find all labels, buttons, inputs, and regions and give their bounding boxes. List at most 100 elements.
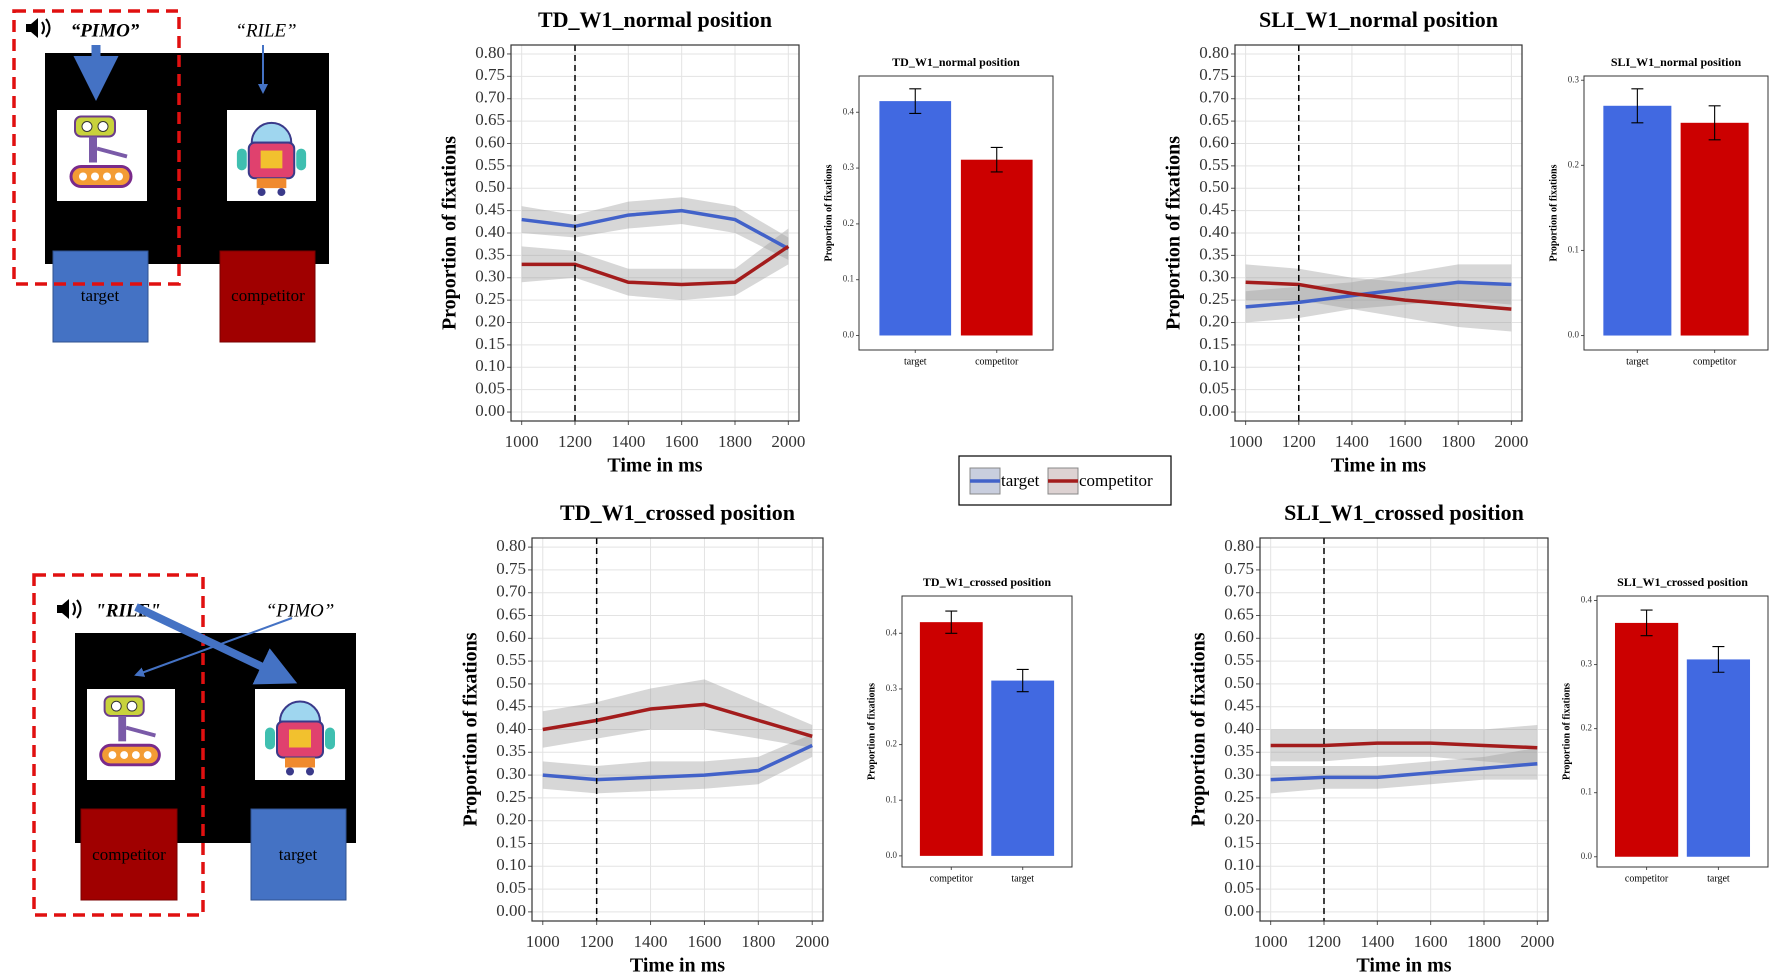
y-tick-label: 0.00 <box>1199 401 1229 420</box>
y-tick-label: 0.45 <box>1199 200 1229 219</box>
arrow <box>134 617 293 677</box>
x-tick-label: 1000 <box>1229 432 1263 451</box>
bar <box>879 101 952 336</box>
x-tick-label: 1800 <box>718 432 752 451</box>
box-label: target <box>81 286 120 305</box>
x-tick-label: 1800 <box>1467 932 1501 951</box>
bar <box>1680 122 1749 336</box>
error-bar <box>1640 609 1653 637</box>
y-tick-label: 0.35 <box>1224 741 1254 760</box>
x-tick-label: 1600 <box>687 932 721 951</box>
y-tick-label: 0.0 <box>843 330 855 340</box>
plot-border <box>1583 75 1769 351</box>
x-axis-label: Time in ms <box>607 455 702 477</box>
speaker-icon <box>26 18 38 38</box>
y-tick-label: 0.65 <box>1224 604 1254 623</box>
chart-title: SLI_W1_normal position <box>1611 55 1742 69</box>
y-axis-label: Proportion of fixations <box>1561 683 1572 780</box>
y-tick-label: 0.55 <box>1199 155 1229 174</box>
x-tick-label: 1600 <box>665 432 699 451</box>
bar <box>960 159 1033 336</box>
y-tick-label: 0.55 <box>475 155 505 174</box>
plot-border <box>531 537 824 922</box>
error-bar <box>990 146 1003 173</box>
highlight <box>32 573 205 917</box>
series-line <box>521 208 790 251</box>
x-tick-label: competitor <box>1693 356 1737 367</box>
confidence-ribbon <box>1270 724 1538 766</box>
plot-border <box>858 75 1054 351</box>
chart-title: TD_W1_normal position <box>538 7 772 32</box>
bar <box>991 680 1055 856</box>
chart-title: TD_W1_crossed position <box>923 575 1051 589</box>
y-tick-label: 0.2 <box>886 739 897 749</box>
chart-title: TD_W1_normal position <box>892 55 1020 69</box>
y-tick-label: 0.25 <box>1224 787 1254 806</box>
y-tick-label: 0.10 <box>496 855 526 874</box>
y-tick-label: 0.65 <box>496 604 526 623</box>
y-tick-label: 0.05 <box>1224 878 1254 897</box>
y-tick-label: 0.2 <box>1568 159 1579 169</box>
x-tick-label: 1200 <box>580 932 614 951</box>
y-tick-label: 0.65 <box>1199 110 1229 129</box>
y-tick-label: 0.2 <box>1581 723 1592 733</box>
legend: target competitor <box>958 455 1172 506</box>
highlight <box>12 9 181 286</box>
y-tick-label: 0.0 <box>886 850 898 860</box>
x-tick-label: 1600 <box>1388 432 1422 451</box>
y-axis-label: Proportion of fixations <box>1188 632 1210 826</box>
x-tick-label: competitor <box>930 873 974 884</box>
error-bar <box>945 610 958 634</box>
y-tick-label: 0.70 <box>496 582 526 601</box>
y-tick-label: 0.25 <box>1199 289 1229 308</box>
y-axis-label: Proportion of fixations <box>439 136 461 330</box>
y-tick-label: 0.75 <box>496 559 526 578</box>
y-tick-label: 0.00 <box>1224 901 1254 920</box>
y-tick-label: 0.15 <box>1199 334 1229 353</box>
series-line <box>1270 741 1538 750</box>
y-axis-label: Proportion of fixations <box>1548 164 1559 261</box>
x-tick-label: target <box>904 356 927 367</box>
speaker-icon <box>57 599 69 619</box>
y-tick-label: 0.3 <box>886 683 898 693</box>
y-tick-label: 0.30 <box>496 764 526 783</box>
plot-border <box>1234 44 1523 422</box>
y-tick-label: 0.60 <box>1224 627 1254 646</box>
cue-word: "RILE" <box>95 600 160 621</box>
x-tick-label: competitor <box>975 356 1019 367</box>
y-tick-label: 0.2 <box>843 218 854 228</box>
y-tick-label: 0.00 <box>475 401 505 420</box>
y-tick-label: 0.60 <box>496 627 526 646</box>
y-tick-label: 0.30 <box>475 267 505 286</box>
error-bar <box>1712 646 1725 673</box>
chart-title: SLI_W1_crossed position <box>1617 575 1748 589</box>
arrow <box>134 603 298 685</box>
y-tick-label: 0.20 <box>475 311 505 330</box>
box-label: target <box>279 845 318 864</box>
y-tick-label: 0.70 <box>475 88 505 107</box>
x-tick-label: 2000 <box>1494 432 1528 451</box>
box-label: competitor <box>231 286 305 305</box>
error-bar <box>909 88 922 114</box>
x-tick-label: target <box>1626 356 1649 367</box>
y-tick-label: 0.50 <box>1199 177 1229 196</box>
y-tick-label: 0.3 <box>843 162 855 172</box>
y-tick-label: 0.20 <box>1224 810 1254 829</box>
y-tick-label: 0.60 <box>1199 132 1229 151</box>
y-tick-label: 0.45 <box>475 200 505 219</box>
x-tick-label: 1200 <box>1282 432 1316 451</box>
y-tick-label: 0.1 <box>843 274 854 284</box>
legend-label: competitor <box>1079 471 1153 490</box>
y-tick-label: 0.75 <box>475 65 505 84</box>
y-tick-label: 0.35 <box>1199 244 1229 263</box>
y-axis-label: Proportion of fixations <box>460 632 482 826</box>
x-tick-label: 1600 <box>1414 932 1448 951</box>
x-tick-label: competitor <box>1625 873 1669 884</box>
target-box <box>250 808 347 901</box>
x-axis-label: Time in ms <box>1331 455 1426 477</box>
y-tick-label: 0.05 <box>496 878 526 897</box>
series-line <box>542 743 813 782</box>
plot-border <box>1596 595 1769 868</box>
y-tick-label: 0.15 <box>475 334 505 353</box>
